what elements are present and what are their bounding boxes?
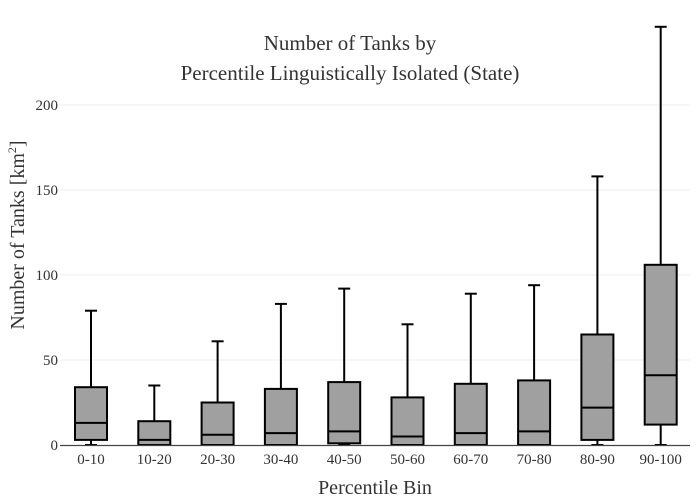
chart-title-line-1: Number of Tanks by	[264, 31, 437, 55]
interquartile-box	[200, 401, 235, 446]
x-tick-label: 30-40	[263, 452, 298, 468]
box-0-10	[74, 309, 108, 446]
box-50-60	[390, 323, 425, 446]
y-tick-label: 50	[43, 353, 58, 369]
box-10-20	[137, 384, 172, 447]
box-20-30	[200, 340, 235, 446]
y-tick-label: 150	[36, 183, 59, 199]
x-tick-label: 40-50	[327, 452, 362, 468]
x-tick-label: 20-30	[200, 452, 235, 468]
x-tick-label: 90-100	[639, 452, 682, 468]
interquartile-box	[517, 379, 552, 446]
interquartile-box	[137, 420, 172, 447]
box-30-40	[263, 302, 298, 446]
interquartile-box	[390, 396, 425, 446]
y-axis-ticks: 0 50 100 150 200	[36, 98, 59, 454]
box-70-80	[517, 284, 552, 446]
x-tick-label: 70-80	[517, 452, 552, 468]
x-axis-ticks: 0-10 10-20 20-30 30-40 40-50 50-60 60-70 70-80 8…	[77, 452, 682, 468]
box-40-50	[327, 287, 362, 446]
x-axis-title: Percentile Bin	[318, 477, 432, 499]
x-tick-label: 50-60	[390, 452, 425, 468]
boxes	[74, 25, 678, 447]
interquartile-box	[74, 386, 108, 441]
y-axis-title-end: ]	[7, 140, 29, 147]
x-tick-label: 60-70	[453, 452, 488, 468]
box-90-100	[643, 25, 678, 446]
chart-title-line-2: Percentile Linguistically Isolated (Stat…	[181, 61, 520, 85]
y-axis-title-main: Number of Tanks [km	[7, 153, 29, 330]
grid-lines	[60, 104, 690, 361]
y-axis-title: Number of Tanks [km2]	[5, 140, 29, 329]
interquartile-box	[580, 333, 615, 441]
box-80-90	[580, 175, 615, 446]
interquartile-box	[453, 382, 488, 446]
box-60-70	[453, 292, 488, 446]
x-tick-label: 80-90	[580, 452, 615, 468]
interquartile-box	[263, 387, 298, 446]
x-tick-label: 0-10	[77, 452, 105, 468]
y-tick-label: 0	[51, 438, 59, 454]
interquartile-box	[643, 263, 678, 426]
y-tick-label: 100	[36, 268, 59, 284]
y-axis-title-superscript: 2	[5, 147, 19, 153]
x-tick-label: 10-20	[137, 452, 172, 468]
y-tick-label: 200	[36, 98, 59, 114]
interquartile-box	[327, 381, 362, 445]
